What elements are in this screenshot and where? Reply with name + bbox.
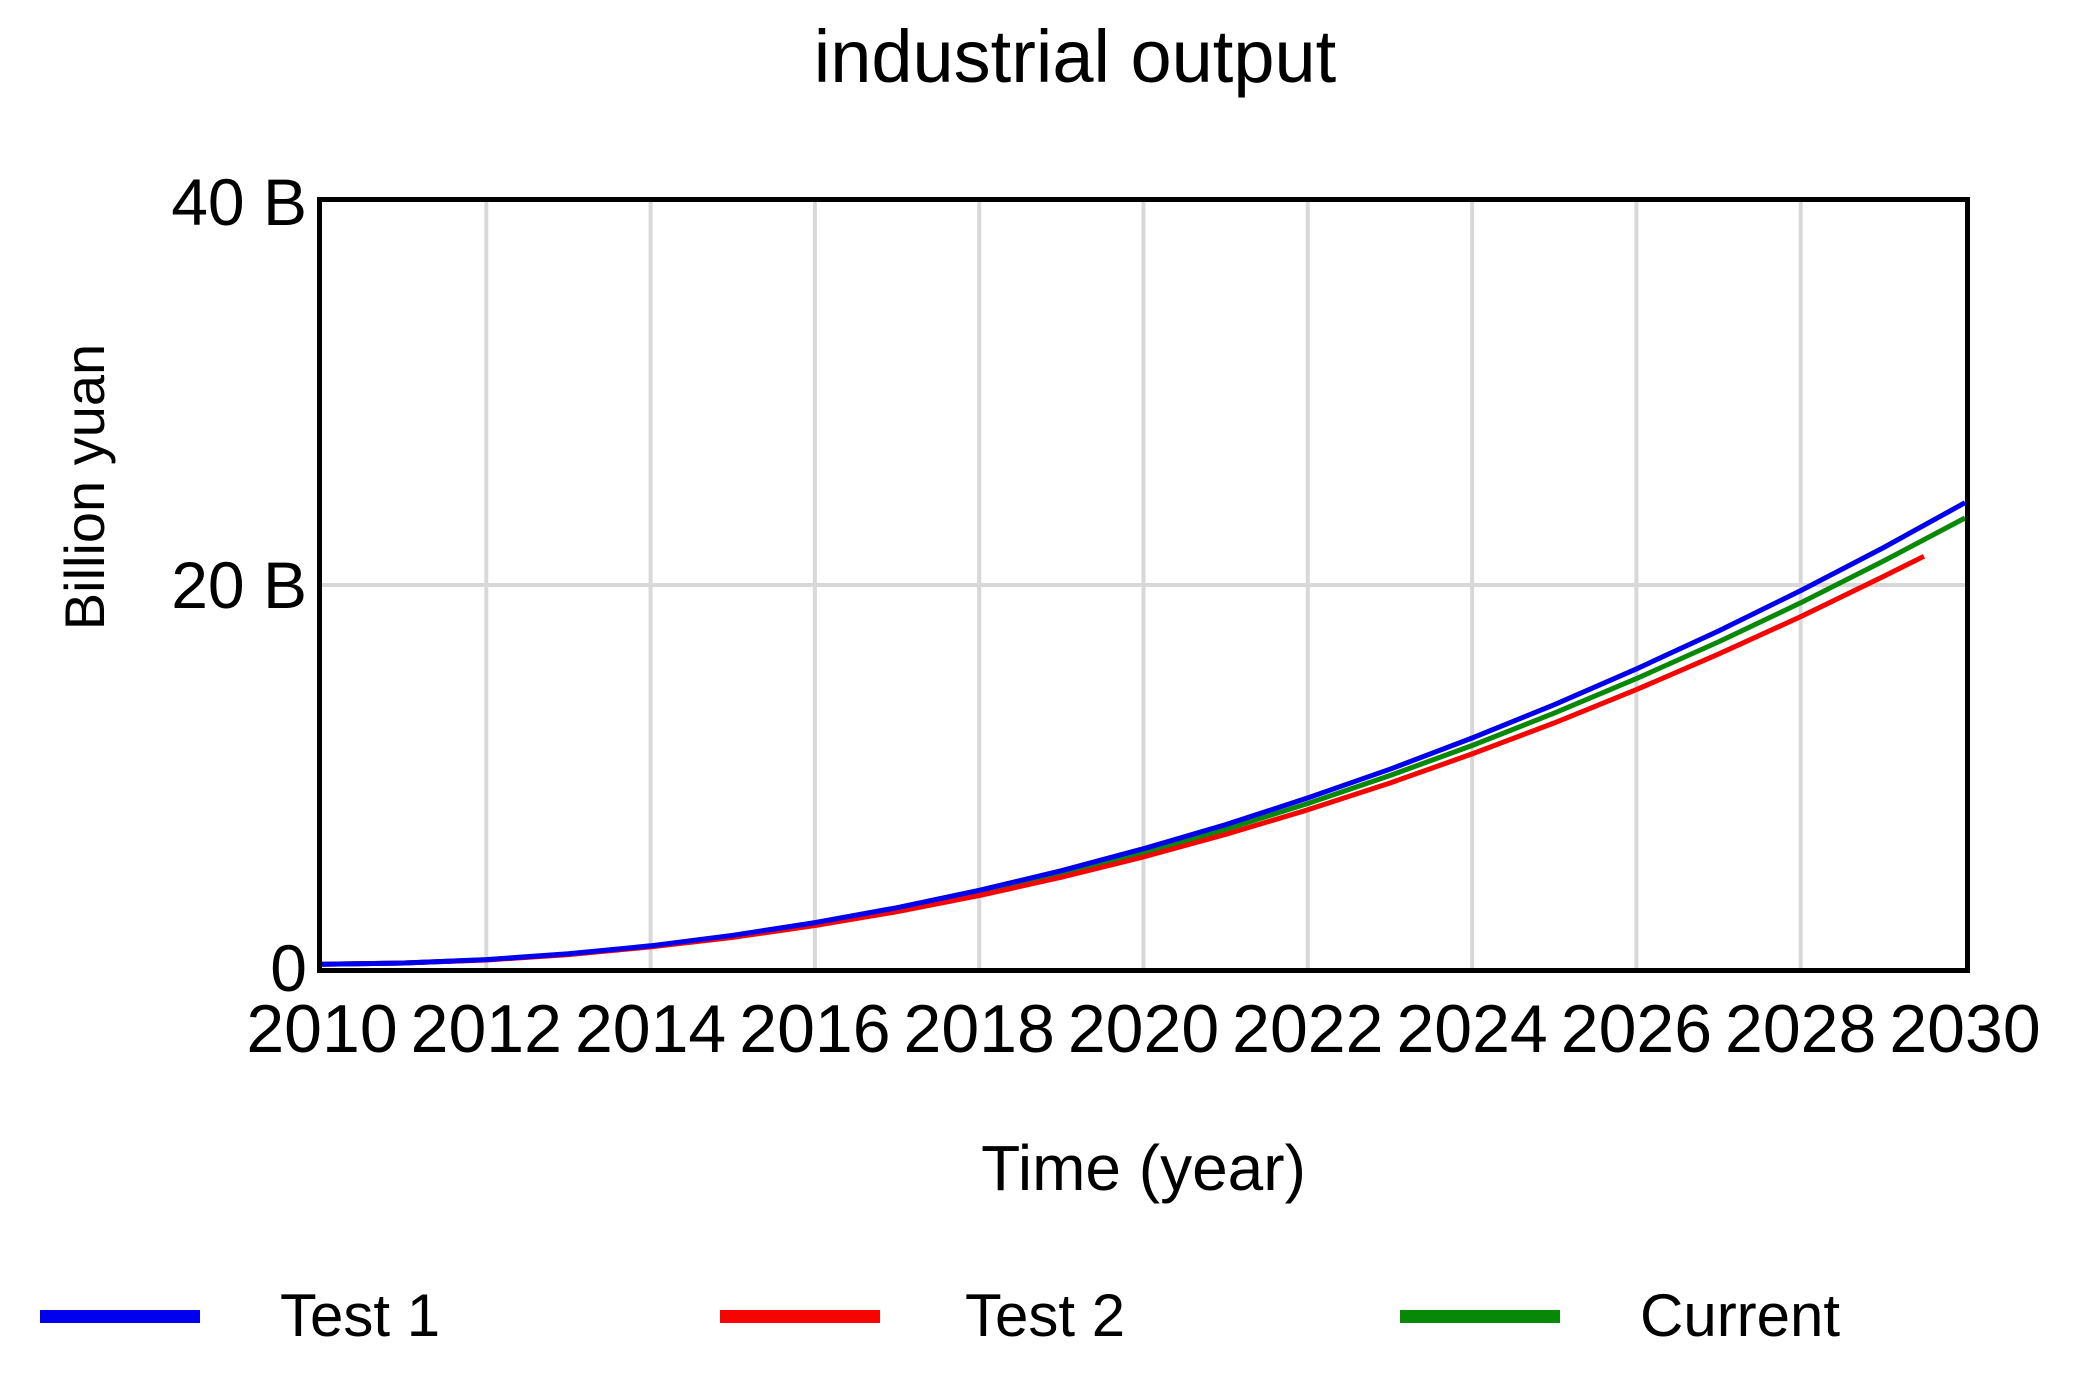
legend-label-current: Current: [1640, 1282, 1841, 1349]
y-axis-label: Billion yuan: [53, 343, 116, 631]
legend-label-test-2: Test 2: [965, 1282, 1126, 1349]
legend-swatch-test-1: [40, 1310, 200, 1323]
legend-swatch-test-2: [720, 1310, 880, 1323]
legend-label-test-1: Test 1: [280, 1282, 441, 1349]
y-tick-label: 20 B: [171, 548, 307, 622]
x-tick-label: 2028: [1725, 991, 1877, 1067]
x-tick-label: 2020: [1067, 991, 1220, 1067]
legend-swatch-current: [1400, 1310, 1560, 1323]
x-tick-label: 2026: [1560, 991, 1713, 1067]
x-tick-label: 2014: [574, 991, 727, 1067]
x-axis-ticks: 2010 2012 2014 2016 2018 2020 2022 2024 2026 2028…: [246, 991, 2040, 1072]
y-tick-label: 40 B: [171, 165, 307, 239]
line-chart-canvas: [322, 202, 1965, 968]
plot-area: [317, 197, 1970, 973]
chart-title: industrial output: [813, 15, 1337, 98]
series-line-test-1: [322, 500, 1965, 967]
x-tick-label: 2016: [739, 991, 891, 1067]
x-tick-label: 2024: [1396, 991, 1548, 1067]
x-tick-label: 2012: [410, 991, 562, 1067]
x-tick-label: 2022: [1232, 991, 1384, 1067]
x-axis-label: Time (year): [981, 1132, 1306, 1204]
series-line-test-2: [322, 554, 1926, 967]
x-tick-label: 2010: [246, 991, 398, 1067]
x-tick-label: 2018: [903, 991, 1055, 1067]
x-tick-label: 2030: [1889, 991, 2041, 1067]
